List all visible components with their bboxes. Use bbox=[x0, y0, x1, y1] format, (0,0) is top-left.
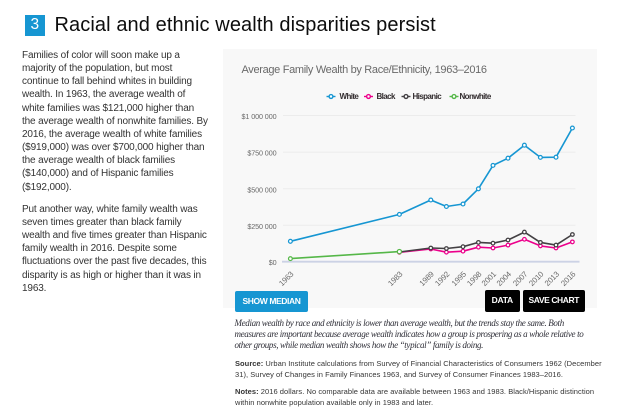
svg-text:1989: 1989 bbox=[418, 270, 436, 288]
svg-text:$0: $0 bbox=[269, 258, 277, 267]
svg-text:2004: 2004 bbox=[495, 269, 514, 288]
svg-text:1998: 1998 bbox=[465, 270, 483, 288]
svg-text:2013: 2013 bbox=[543, 270, 561, 288]
svg-text:2001: 2001 bbox=[480, 270, 498, 288]
svg-text:1963: 1963 bbox=[277, 270, 295, 288]
svg-text:$500 000: $500 000 bbox=[247, 185, 276, 194]
svg-text:2010: 2010 bbox=[527, 269, 546, 288]
svg-text:$750 000: $750 000 bbox=[247, 149, 276, 158]
svg-text:2007: 2007 bbox=[511, 270, 529, 288]
svg-text:1992: 1992 bbox=[433, 270, 451, 288]
svg-text:1983: 1983 bbox=[386, 270, 404, 288]
svg-text:2016: 2016 bbox=[559, 270, 577, 288]
svg-text:1995: 1995 bbox=[450, 269, 469, 288]
svg-text:$1 000 000: $1 000 000 bbox=[242, 112, 277, 121]
svg-text:$250 000: $250 000 bbox=[247, 222, 276, 231]
